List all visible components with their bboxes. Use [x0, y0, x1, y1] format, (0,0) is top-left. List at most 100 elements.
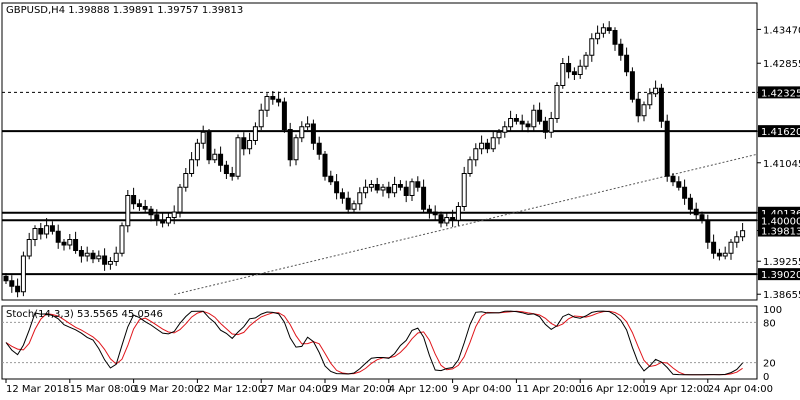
candle	[566, 55, 572, 79]
candle	[397, 180, 403, 191]
symbol-label: GBPUSD,H4 1.39888 1.39891 1.39757 1.3981…	[6, 5, 243, 16]
candle	[96, 250, 102, 263]
candle	[386, 181, 392, 199]
candle	[264, 93, 270, 117]
candle	[107, 257, 113, 270]
price-tag	[758, 268, 800, 281]
candle	[44, 218, 50, 239]
candle	[9, 275, 15, 293]
time-tick-label: 4 Apr 12:00	[389, 384, 448, 395]
candle	[374, 177, 380, 194]
candle	[345, 191, 351, 214]
candle	[125, 190, 131, 233]
time-tick-label: 12 Mar 2018	[6, 384, 69, 395]
candle	[525, 120, 531, 133]
candle	[496, 128, 502, 145]
candle	[212, 148, 218, 164]
time-tick-label: 15 Mar 08:00	[70, 384, 137, 395]
candle	[3, 273, 9, 285]
candle	[223, 160, 229, 179]
candle	[554, 82, 560, 123]
candle	[328, 170, 334, 186]
candle	[606, 21, 612, 34]
price-tag-label: 1.40000	[761, 216, 800, 227]
candle	[722, 246, 728, 260]
candle	[177, 183, 183, 218]
candle	[513, 114, 519, 125]
candle	[305, 116, 311, 131]
oscillator-levels	[2, 321, 757, 364]
candle	[548, 111, 554, 138]
candle	[734, 231, 740, 248]
candle	[432, 205, 438, 221]
candle	[131, 187, 137, 210]
candle	[380, 183, 386, 197]
candle	[571, 67, 577, 80]
candle	[322, 150, 328, 181]
candle	[78, 246, 84, 263]
price-pane: 1.434701.428551.423251.416201.410451.401…	[1, 2, 800, 301]
price-axis: 1.434701.428551.423251.416201.410451.401…	[757, 25, 800, 301]
candle	[316, 136, 322, 160]
candle	[676, 176, 682, 191]
candle	[154, 209, 160, 226]
candle	[49, 221, 55, 235]
candle	[641, 101, 647, 122]
candle	[160, 212, 166, 228]
candle	[682, 179, 688, 205]
candle	[113, 246, 119, 266]
candle	[647, 88, 653, 110]
oscillator-pane: 100 80 20 0 Stoch(14,3,3) 53.5565 45.0546	[1, 305, 782, 383]
price-tag-label: 1.39813	[761, 227, 800, 238]
price-tick-label: 1.43470	[763, 25, 800, 36]
candle	[339, 188, 345, 204]
candle	[467, 156, 473, 177]
candle	[102, 248, 108, 271]
candle	[363, 179, 369, 199]
candle	[455, 202, 461, 226]
oscillator-label: Stoch(14,3,3) 53.5565 45.0546	[6, 309, 163, 320]
time-tick-label: 29 Mar 20:00	[325, 384, 392, 395]
candle	[368, 180, 374, 192]
candle	[508, 110, 514, 132]
candle	[270, 91, 276, 105]
candle	[32, 225, 38, 247]
candle	[670, 172, 676, 187]
time-tick-label: 19 Mar 20:00	[134, 384, 201, 395]
candle	[583, 51, 589, 70]
candle	[699, 211, 705, 224]
candle	[728, 238, 734, 260]
price-tag	[758, 125, 800, 138]
candle	[142, 199, 148, 213]
candle	[653, 80, 659, 98]
candle	[26, 232, 32, 260]
candle	[299, 121, 305, 143]
candle	[189, 152, 195, 177]
candle	[171, 205, 177, 225]
candle	[595, 25, 601, 45]
candle	[357, 187, 363, 211]
oscillator-tick-label: 20	[763, 359, 776, 370]
candle	[241, 132, 247, 156]
price-tag	[758, 86, 800, 99]
time-tick-label: 11 Apr 20:00	[516, 384, 581, 395]
candle	[444, 212, 450, 227]
oscillator-axis: 100 80 20 0	[763, 305, 782, 383]
candle	[84, 246, 90, 262]
candle	[235, 134, 241, 180]
time-tick-label: 16 Apr 12:00	[580, 384, 645, 395]
candle	[287, 122, 293, 167]
oscillator-tick-label: 0	[763, 372, 769, 383]
candle	[136, 199, 142, 211]
candle	[687, 193, 693, 215]
candle	[612, 27, 618, 51]
candle	[658, 83, 664, 128]
candle	[421, 179, 427, 213]
candle	[310, 119, 316, 150]
candle	[560, 58, 566, 89]
candle	[194, 138, 200, 167]
candle	[67, 234, 73, 250]
candle	[542, 116, 548, 139]
candle	[693, 202, 699, 220]
